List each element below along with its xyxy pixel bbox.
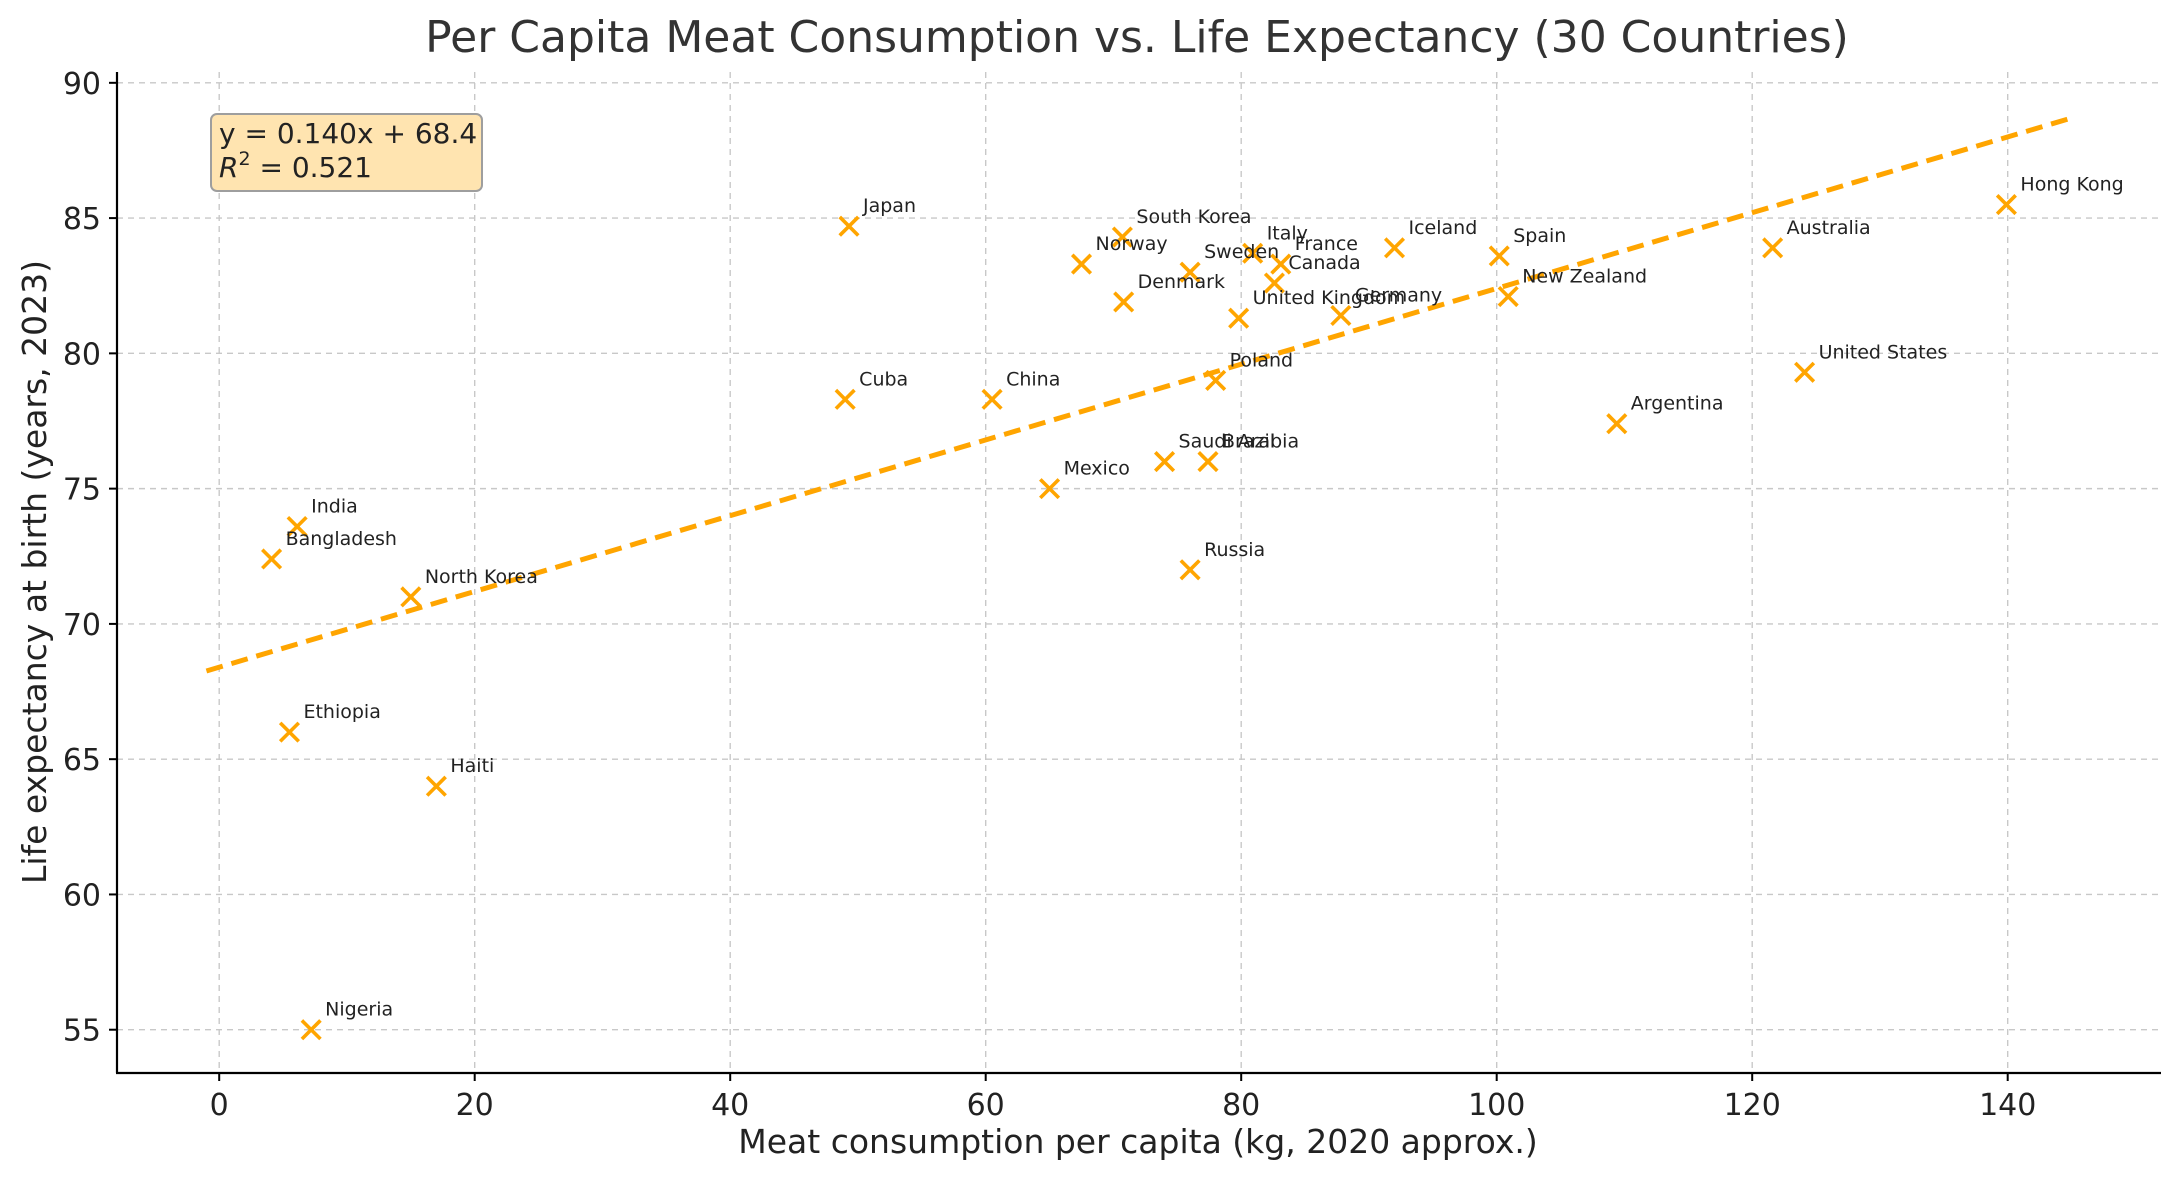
data-point (278, 721, 301, 743)
point-label: Hong Kong (2020, 174, 2123, 196)
point-label: Germany (1355, 284, 1442, 306)
data-point (1488, 245, 1510, 267)
point-label: Russia (1204, 539, 1265, 561)
y-tick-label: 70 (63, 608, 101, 643)
point-label: Canada (1288, 252, 1360, 274)
trendline (205, 115, 2073, 674)
data-point (1383, 237, 1406, 259)
point-label: Poland (1230, 349, 1293, 371)
y-ticks: 55 60 65 70 75 80 85 90 (63, 67, 117, 1049)
data-point (838, 215, 860, 237)
data-point (425, 775, 447, 797)
grid-lines (117, 72, 2161, 1073)
x-axis-label: Meat consumption per capita (kg, 2020 ap… (738, 1122, 1537, 1161)
y-tick-label: 90 (63, 67, 101, 102)
point-label: Sweden (1204, 241, 1279, 263)
point-label: Mexico (1064, 458, 1130, 480)
point-label: Norway (1096, 233, 1168, 255)
point-label: Ethiopia (303, 701, 380, 723)
data-point (1205, 369, 1227, 391)
data-point (1762, 237, 1784, 259)
point-label: France (1295, 233, 1358, 255)
data-point (1039, 478, 1061, 500)
axes (115, 72, 2161, 1075)
data-point (300, 1019, 322, 1041)
data-point (1794, 361, 1816, 383)
point-label: Bangladesh (286, 528, 397, 550)
data-point (1497, 286, 1519, 308)
equation-box-background (210, 113, 483, 192)
data-point (400, 586, 422, 608)
data-point (1179, 261, 1201, 283)
data-point (1330, 304, 1352, 327)
r-squared-superscript: 2 (238, 148, 250, 170)
data-point (1606, 413, 1628, 435)
equation-text: y = 0.140x + 68.4 (219, 117, 477, 150)
point-label: Australia (1787, 217, 1871, 239)
y-tick-label: 65 (63, 743, 101, 778)
point-label: Cuba (859, 368, 908, 390)
y-tick-label: 55 (63, 1014, 101, 1049)
data-point (1263, 272, 1285, 294)
chart-title: Per Capita Meat Consumption vs. Life Exp… (425, 12, 1849, 63)
x-tick-label: 140 (1979, 1088, 2036, 1123)
x-tick-label: 20 (456, 1088, 494, 1123)
data-point (261, 548, 283, 570)
data-point (1197, 451, 1219, 473)
data-points (261, 194, 2017, 1041)
data-point (1111, 226, 1133, 248)
point-label: Haiti (450, 755, 494, 777)
point-label: Spain (1513, 225, 1566, 247)
data-point (1270, 253, 1292, 275)
point-label: United States (1819, 341, 1948, 363)
regression-equation-box: y = 0.140x + 68.4 R2 = 0.521 (210, 113, 483, 192)
data-point (286, 515, 308, 538)
data-point (981, 388, 1003, 410)
r-squared-text: R2 = 0.521 (219, 148, 372, 184)
point-label: North Korea (425, 566, 538, 588)
data-point (1154, 451, 1176, 473)
trendline-layer (205, 115, 2073, 674)
point-label: India (311, 496, 358, 518)
y-tick-label: 75 (63, 473, 101, 508)
x-tick-label: 0 (210, 1088, 229, 1123)
data-point (834, 388, 856, 410)
point-label: Denmark (1138, 271, 1225, 293)
x-tick-label: 100 (1468, 1088, 1525, 1123)
point-label: United Kingdom (1253, 287, 1406, 309)
x-tick-label: 120 (1724, 1088, 1781, 1123)
point-label: South Korea (1136, 206, 1251, 228)
y-tick-label: 60 (63, 878, 101, 913)
y-tick-label: 80 (63, 337, 101, 372)
data-point (1113, 291, 1135, 313)
data-point (1228, 307, 1250, 329)
point-label: Argentina (1631, 393, 1724, 415)
x-tick-label: 40 (711, 1088, 749, 1123)
y-axis-label: Life expectancy at birth (years, 2023) (15, 260, 54, 884)
data-point (1995, 194, 2017, 216)
data-point (1070, 253, 1093, 275)
point-label: Japan (862, 195, 916, 217)
point-label: Nigeria (325, 999, 393, 1021)
data-point (1179, 559, 1201, 581)
x-tick-label: 80 (1222, 1088, 1260, 1123)
r-squared-value: = 0.521 (251, 151, 372, 184)
point-label: New Zealand (1522, 266, 1647, 288)
x-ticks: 0 20 40 60 80 100 120 140 (210, 1073, 2036, 1123)
point-label: Brazil (1222, 431, 1275, 453)
y-tick-label: 85 (63, 202, 101, 237)
point-label: Italy (1267, 222, 1308, 244)
r-squared-symbol: R (219, 151, 238, 184)
point-label: Saudi Arabia (1179, 431, 1300, 453)
x-tick-label: 60 (967, 1088, 1005, 1123)
point-label: Iceland (1409, 217, 1478, 239)
point-label: China (1006, 368, 1060, 390)
data-point (1242, 242, 1264, 264)
